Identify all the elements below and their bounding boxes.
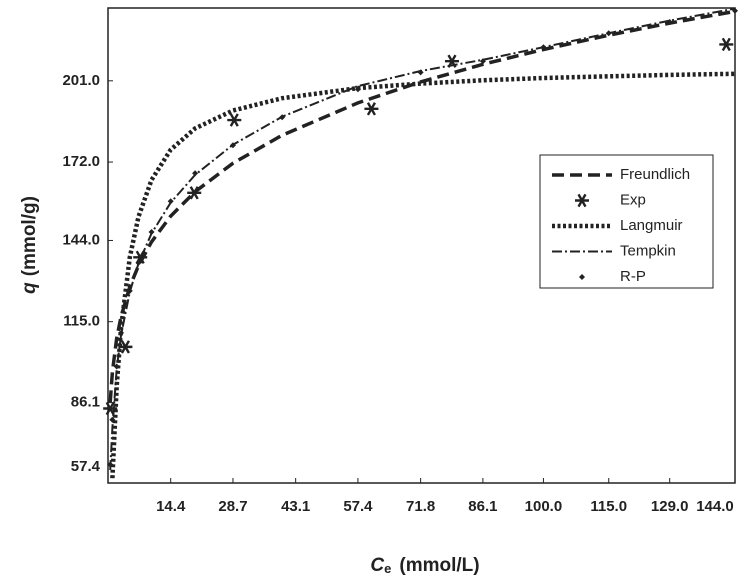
data-point — [605, 30, 612, 37]
y-tick-label: 201.0 — [62, 72, 100, 89]
data-point — [118, 329, 125, 336]
data-point — [187, 186, 202, 200]
x-tick-label: 14.4 — [156, 498, 186, 515]
legend-label: Langmuir — [620, 217, 683, 234]
x-tick-label: 144.0 — [696, 498, 734, 515]
y-tick-label: 172.0 — [62, 153, 100, 170]
legend-label: Tempkin — [620, 242, 676, 259]
y-tick-label: 144.0 — [62, 231, 100, 248]
data-point — [109, 416, 116, 423]
x-tick-label: 86.1 — [468, 498, 497, 515]
data-point — [279, 114, 286, 121]
series-line — [109, 7, 736, 471]
data-point — [148, 229, 155, 236]
data-point — [666, 19, 673, 26]
y-tick-label: 115.0 — [63, 313, 100, 330]
legend-label: R-P — [620, 268, 646, 285]
x-tick-label: 71.8 — [406, 498, 435, 515]
x-label-unit: (mmol/L) — [399, 555, 479, 576]
data-point — [167, 198, 174, 205]
legend-label: Exp — [620, 191, 646, 208]
legend-box — [539, 154, 714, 289]
data-point — [417, 69, 424, 76]
legend-swatch — [579, 274, 585, 280]
x-tick-label: 115.0 — [590, 498, 627, 515]
x-tick-label: 129.0 — [651, 498, 689, 515]
y-tick-label: 57.4 — [71, 458, 101, 475]
x-tick-label: 28.7 — [218, 498, 247, 515]
data-point — [107, 461, 114, 468]
y-tick-label: 86.1 — [71, 394, 100, 411]
x-label-subscript: e — [384, 561, 391, 576]
x-axis-label: Ce (mmol/L) — [370, 555, 479, 576]
plot-frame — [107, 7, 736, 484]
x-label-symbol: C — [370, 555, 384, 576]
data-point — [135, 259, 142, 266]
data-point — [227, 113, 242, 127]
series-line — [108, 9, 736, 403]
data-point — [732, 7, 738, 14]
y-label-symbol: q — [19, 282, 40, 294]
x-tick-label: 100.0 — [525, 498, 563, 515]
data-point — [479, 58, 486, 65]
data-point — [126, 287, 133, 294]
data-point — [192, 170, 199, 177]
data-point — [719, 37, 734, 52]
data-point — [364, 102, 379, 116]
data-point — [118, 340, 133, 354]
data-point — [229, 142, 236, 149]
data-point — [540, 44, 547, 51]
data-point — [354, 86, 361, 93]
y-axis-label: q (mmol/g) — [19, 196, 40, 294]
series-line — [110, 71, 736, 479]
legend-swatch — [575, 193, 589, 208]
data-point — [113, 363, 120, 370]
legend-label: Freundlich — [620, 166, 690, 183]
y-label-unit: (mmol/g) — [19, 196, 40, 276]
x-tick-label: 43.1 — [281, 498, 310, 515]
x-tick-label: 57.4 — [343, 498, 373, 515]
